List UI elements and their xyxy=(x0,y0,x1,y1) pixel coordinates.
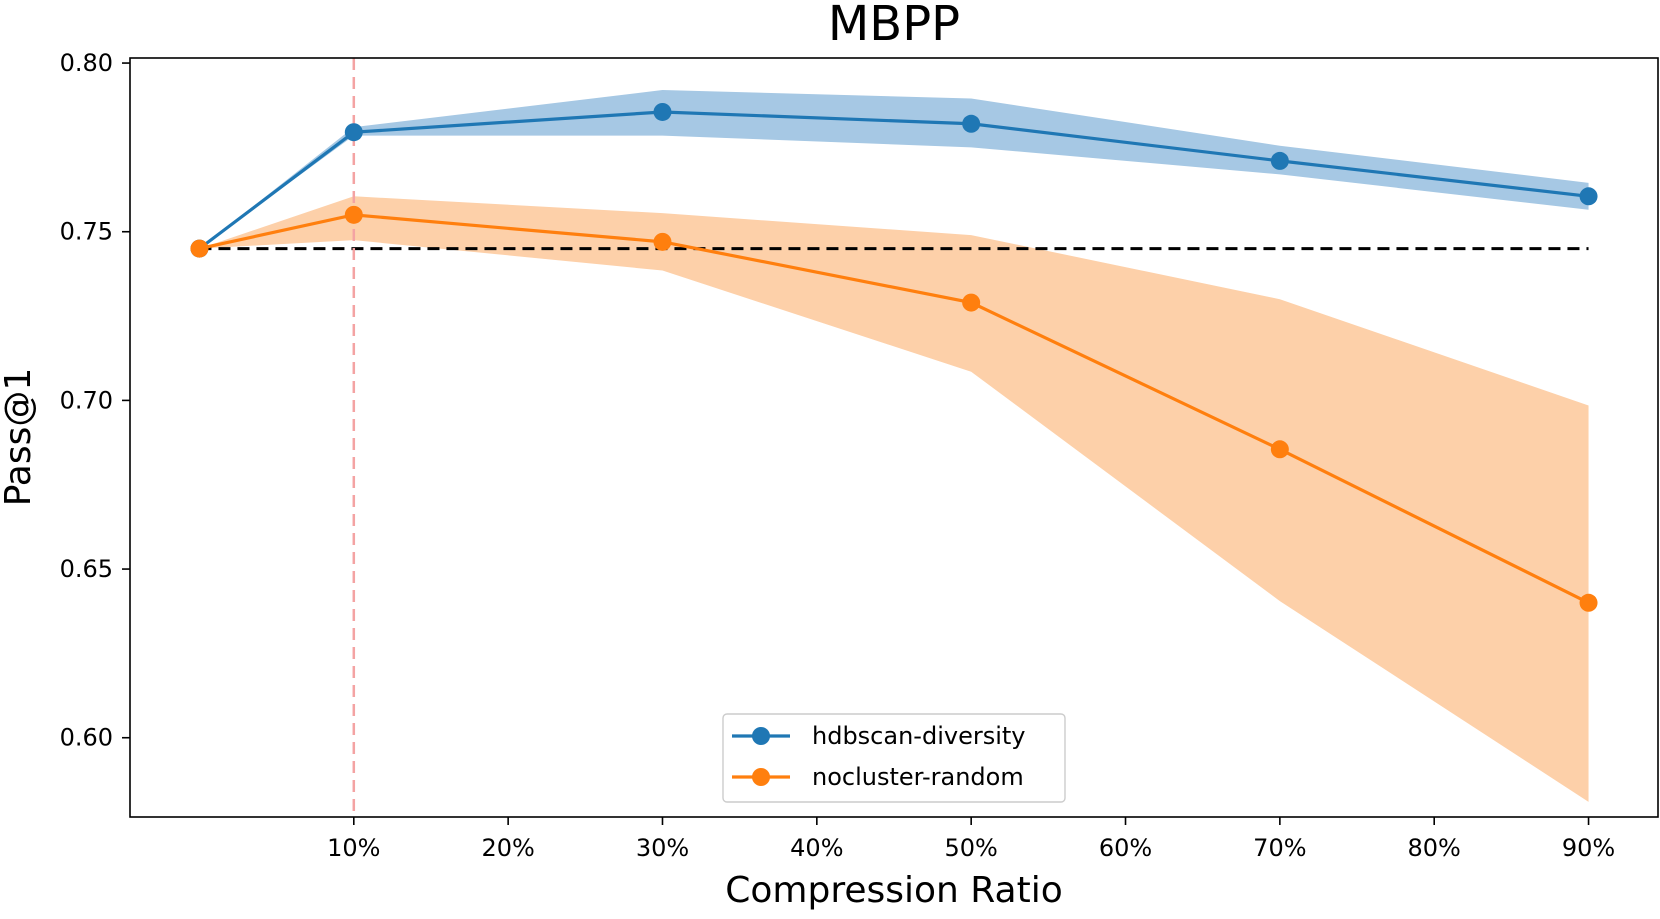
x-axis-ticks: 10% 20% 30% 40% 50% 60% 70% 80% 90% xyxy=(327,817,1615,862)
x-tick-label: 80% xyxy=(1408,834,1461,862)
line-nocluster-random xyxy=(199,213,1590,605)
point-hdbscan-diversity-2 xyxy=(653,102,672,121)
x-tick-label: 30% xyxy=(636,834,689,862)
point-nocluster-random-2 xyxy=(653,232,672,251)
y-axis-title: Pass@1 xyxy=(0,368,39,507)
y-axis-ticks: 0.60 0.65 0.70 0.75 0.80 xyxy=(60,49,130,752)
y-tick-label: 0.65 xyxy=(60,555,113,583)
plot-frame xyxy=(129,57,1659,818)
confidence-bands xyxy=(199,90,1589,802)
legend-marker-hdbscan-diversity xyxy=(752,727,770,745)
reference-lines xyxy=(199,58,1589,817)
legend: hdbscan-diversity nocluster-random xyxy=(722,713,1066,803)
legend-label-nocluster-random: nocluster-random xyxy=(812,763,1024,791)
point-hdbscan-diversity-4 xyxy=(1270,151,1289,170)
point-nocluster-random-0 xyxy=(190,239,209,258)
x-tick-label: 90% xyxy=(1562,834,1615,862)
point-hdbscan-diversity-3 xyxy=(962,114,981,133)
series-points xyxy=(190,102,1598,612)
point-nocluster-random-4 xyxy=(1270,440,1289,459)
band-nocluster-random xyxy=(199,196,1589,802)
legend-marker-nocluster-random xyxy=(752,768,770,786)
legend-label-hdbscan-diversity: hdbscan-diversity xyxy=(812,722,1025,750)
x-tick-label: 10% xyxy=(327,834,380,862)
y-tick-label: 0.60 xyxy=(60,724,113,752)
point-nocluster-random-1 xyxy=(344,205,363,224)
x-tick-label: 20% xyxy=(481,834,534,862)
x-tick-label: 50% xyxy=(944,834,997,862)
point-hdbscan-diversity-1 xyxy=(344,123,363,142)
line-hdbscan-diversity xyxy=(198,110,1589,250)
x-axis-title: Compression Ratio xyxy=(725,870,1062,911)
point-nocluster-random-5 xyxy=(1579,593,1598,612)
x-tick-label: 70% xyxy=(1253,834,1306,862)
band-hdbscan-diversity xyxy=(199,90,1589,249)
y-tick-label: 0.75 xyxy=(60,218,113,246)
point-nocluster-random-3 xyxy=(962,293,981,312)
y-tick-label: 0.70 xyxy=(60,386,113,414)
point-hdbscan-diversity-5 xyxy=(1579,187,1598,206)
legend-frame xyxy=(722,713,1066,803)
series-lines xyxy=(198,110,1590,605)
chart-title: MBPP xyxy=(828,0,960,52)
x-tick-label: 40% xyxy=(790,834,843,862)
x-tick-label: 60% xyxy=(1099,834,1152,862)
y-tick-label: 0.80 xyxy=(60,49,113,77)
